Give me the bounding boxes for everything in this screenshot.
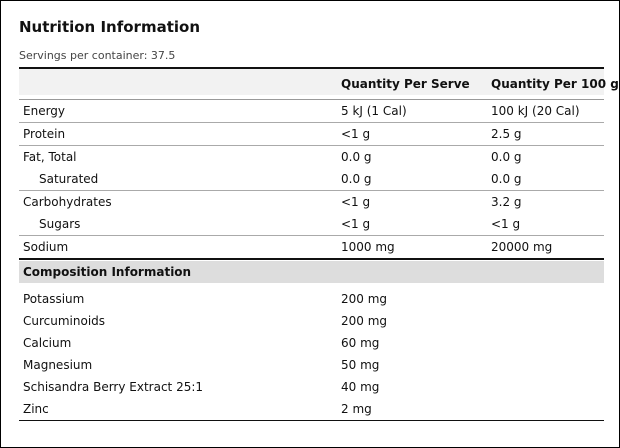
ingredient-name: Calcium [23,336,72,350]
nutrient-per-100g: <1 g [491,217,521,231]
ingredient-amount: 50 mg [341,358,380,372]
nutrient-row-energy: Energy 5 kJ (1 Cal) 100 kJ (20 Cal) [19,100,604,123]
nutrient-name: Protein [23,127,66,141]
nutrient-row-sugars: Sugars <1 g <1 g [19,213,604,236]
nutrient-name: Sodium [23,240,69,254]
header-per-100g: Quantity Per 100 g [491,77,619,91]
nutrient-per-100g: 2.5 g [491,127,522,141]
composition-table: Potassium 200 mg Curcuminoids 200 mg Cal… [19,288,604,421]
servings-per-container: Servings per container: 37.5 [19,49,176,62]
composition-row-zinc: Zinc 2 mg [19,398,604,420]
nutrient-per-serve: <1 g [341,217,371,231]
ingredient-name: Curcuminoids [23,314,106,328]
nutrition-table-header: Quantity Per Serve Quantity Per 100 g [19,69,619,95]
ingredient-amount: 200 mg [341,292,388,306]
ingredient-name: Potassium [23,292,85,306]
nutrient-per-serve: <1 g [341,127,371,141]
header-per-serve: Quantity Per Serve [341,77,470,91]
composition-row-magnesium: Magnesium 50 mg [19,354,604,376]
ingredient-name: Magnesium [23,358,93,372]
composition-heading: Composition Information [19,261,604,283]
nutrient-name: Sugars [39,217,81,231]
nutrient-row-sodium: Sodium 1000 mg 20000 mg [19,236,604,258]
composition-row-calcium: Calcium 60 mg [19,332,604,354]
nutrient-row-fat-total: Fat, Total 0.0 g 0.0 g [19,146,604,168]
nutrient-per-100g: 100 kJ (20 Cal) [491,104,580,118]
nutrient-per-serve: 0.0 g [341,150,372,164]
nutrient-name: Saturated [39,172,99,186]
nutrition-table: Quantity Per Serve Quantity Per 100 g En… [19,67,619,260]
header-divider [19,95,604,100]
nutrient-row-carbohydrates: Carbohydrates <1 g 3.2 g [19,191,604,213]
nutrient-per-serve: <1 g [341,195,371,209]
nutrient-per-100g: 3.2 g [491,195,522,209]
nutrient-row-saturated: Saturated 0.0 g 0.0 g [19,168,604,191]
nutrient-per-100g: 0.0 g [491,150,522,164]
ingredient-amount: 200 mg [341,314,388,328]
nutrient-per-serve: 1000 mg [341,240,395,254]
nutrient-name: Carbohydrates [23,195,112,209]
nutrient-name: Energy [23,104,66,118]
composition-heading-label: Composition Information [23,265,192,279]
page-title: Nutrition Information [19,18,200,36]
composition-row-potassium: Potassium 200 mg [19,288,604,310]
nutrient-name: Fat, Total [23,150,77,164]
ingredient-amount: 60 mg [341,336,380,350]
ingredient-amount: 2 mg [341,402,372,416]
ingredient-name: Zinc [23,402,49,416]
ingredient-name: Schisandra Berry Extract 25:1 [23,380,204,394]
composition-row-curcuminoids: Curcuminoids 200 mg [19,310,604,332]
composition-row-schisandra: Schisandra Berry Extract 25:1 40 mg [19,376,604,398]
nutrient-per-serve: 5 kJ (1 Cal) [341,104,407,118]
nutrient-row-protein: Protein <1 g 2.5 g [19,123,604,146]
ingredient-amount: 40 mg [341,380,380,394]
nutrient-per-100g: 0.0 g [491,172,522,186]
nutrient-per-100g: 20000 mg [491,240,553,254]
nutrient-per-serve: 0.0 g [341,172,372,186]
